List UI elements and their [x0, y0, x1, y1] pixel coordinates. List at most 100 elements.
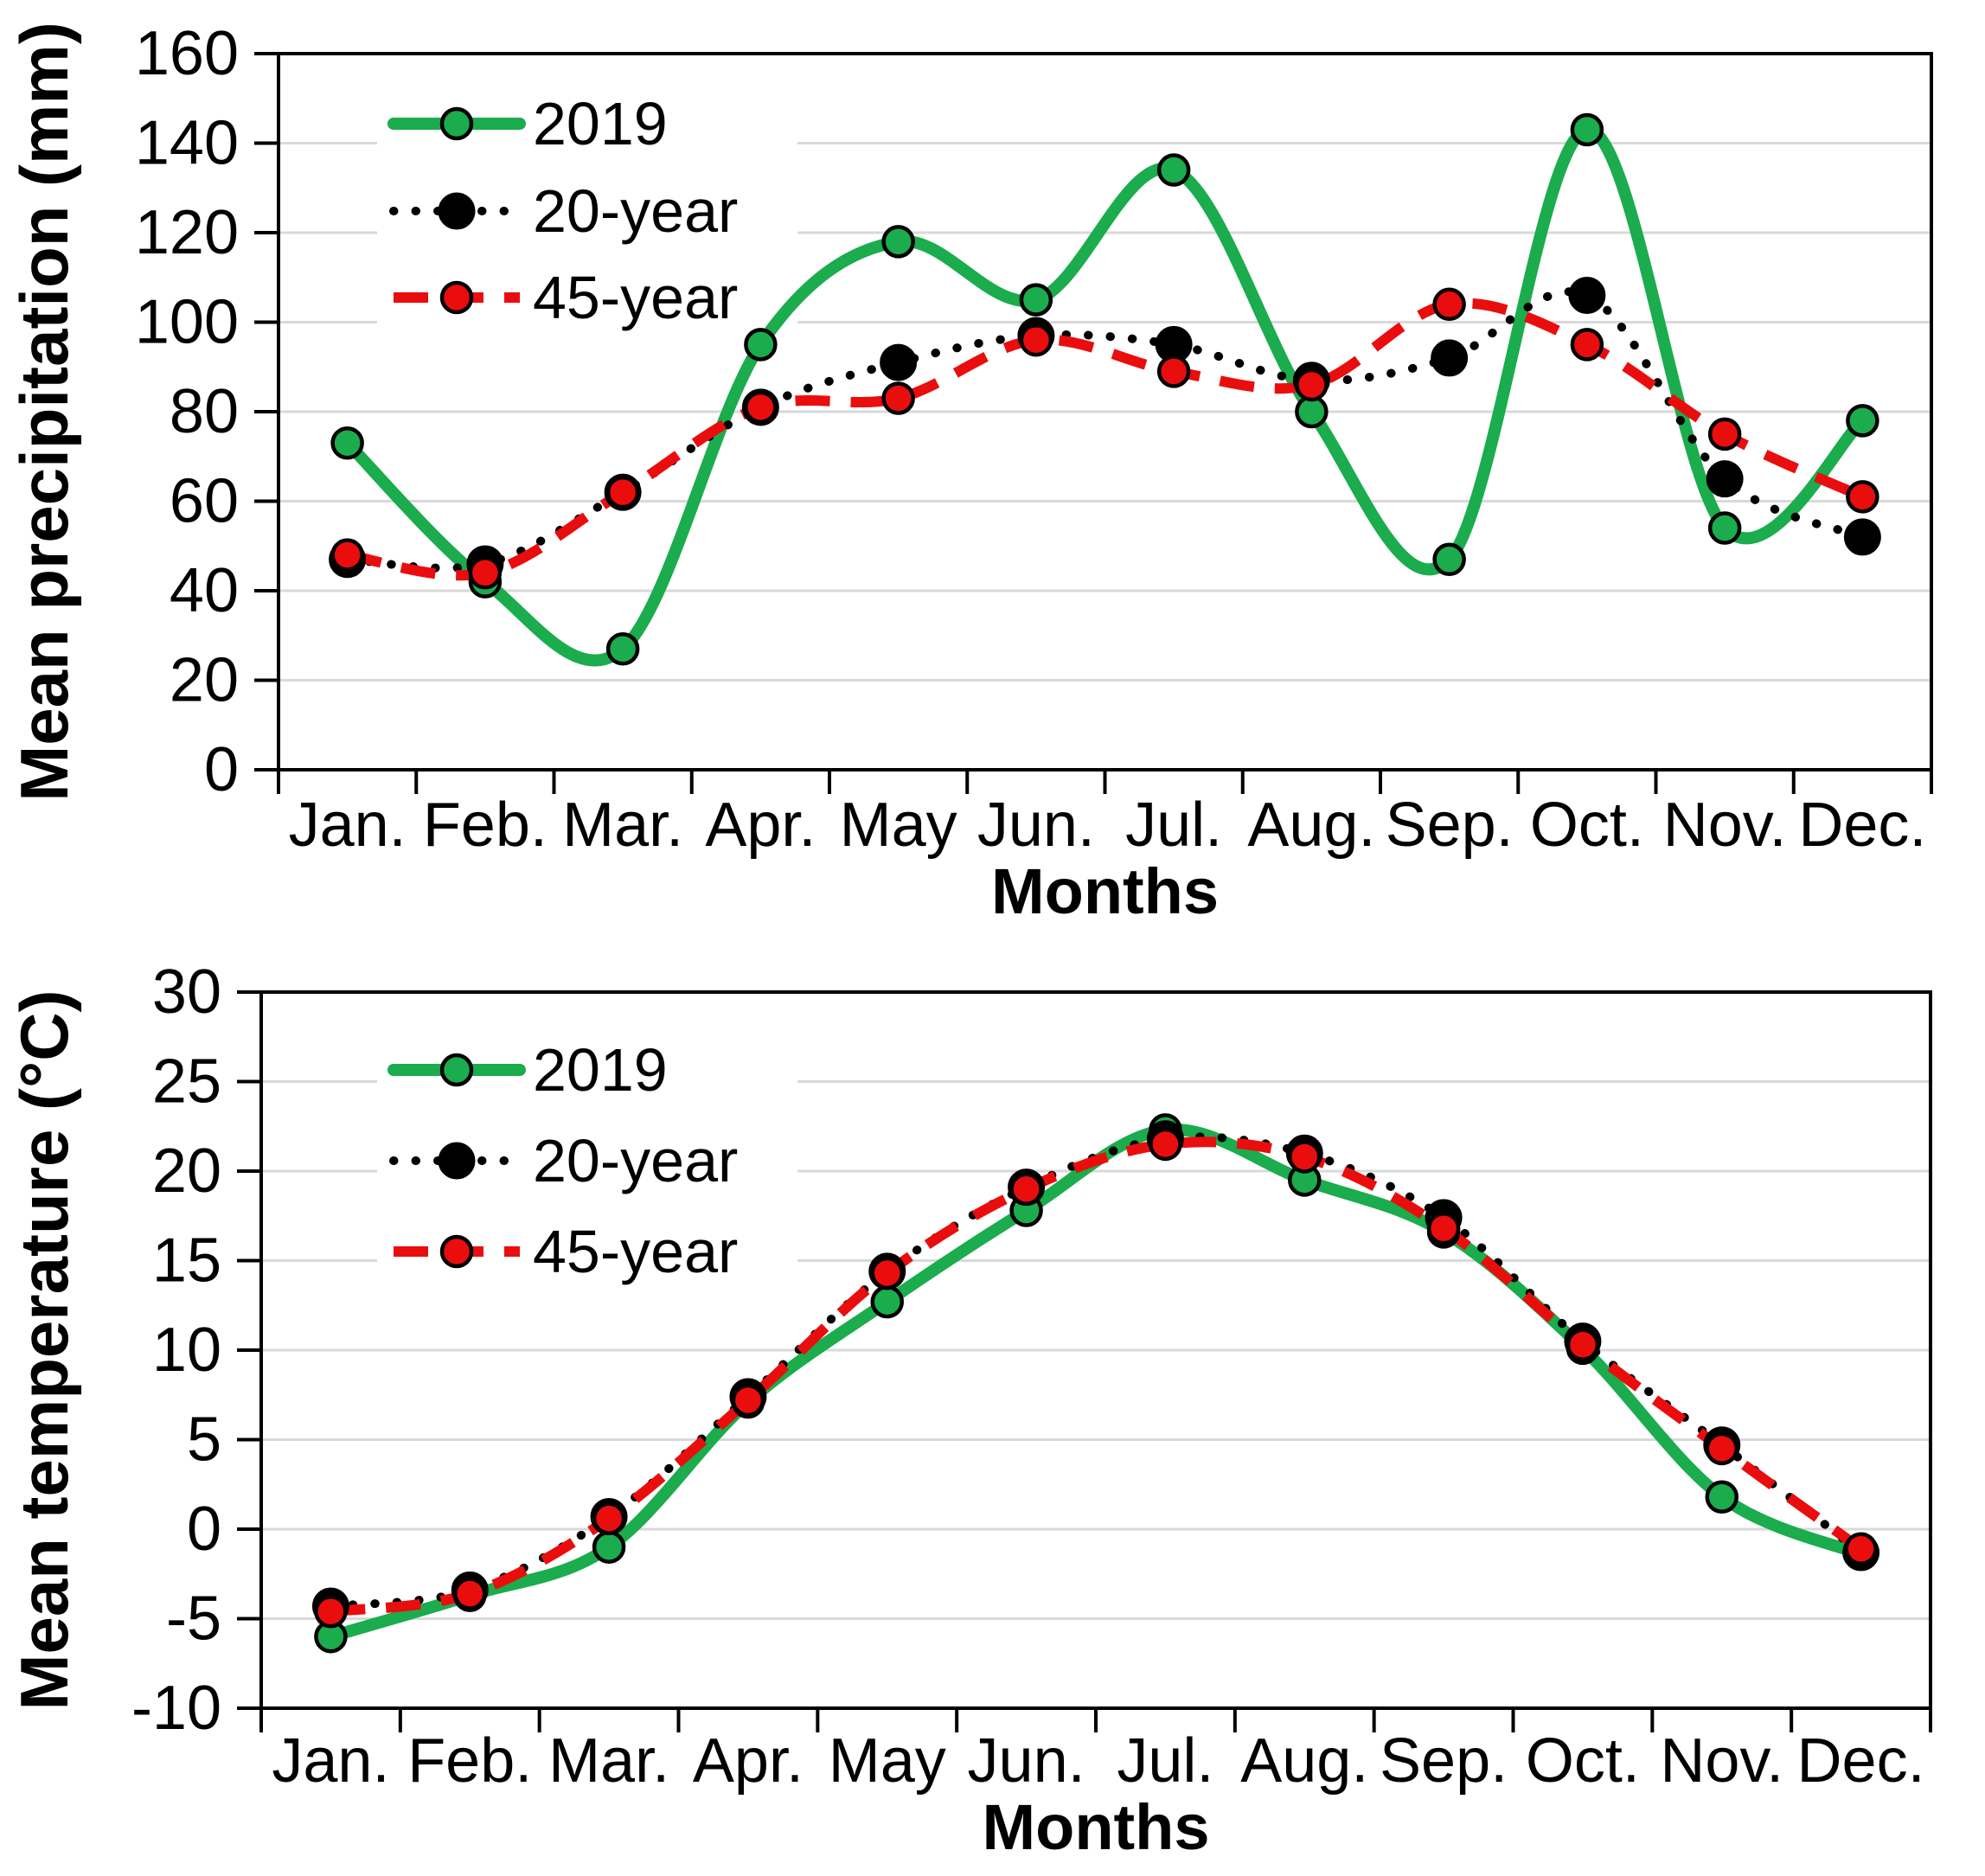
marker-45-year-Jan — [330, 538, 364, 572]
y-tick-label-15: 15 — [152, 1226, 221, 1296]
marker-45-year-Feb — [453, 1577, 487, 1610]
marker-20-year-Dec — [1843, 518, 1881, 556]
x-axis-labels: Jan. Feb. Mar. Apr. May Jun. Jul. Aug. Sep. Oct. N… — [272, 1726, 1924, 1796]
marker-2019-Apr — [744, 328, 778, 362]
marker-45-year-Mar — [592, 1501, 626, 1535]
marker-45-year-Dec — [1844, 1532, 1878, 1566]
marker-45-year-Aug — [1288, 1140, 1322, 1174]
marker-45-year-Oct — [1566, 1328, 1600, 1362]
marker-2019-Jul — [1156, 153, 1191, 187]
marker-20-year-Nov — [1706, 460, 1744, 498]
series-20-year-line — [326, 1132, 1866, 1610]
y-tick-label-5: 5 — [187, 1405, 221, 1475]
marker-45-year-Dec — [1846, 480, 1879, 514]
marker-2019-Jun — [1019, 283, 1053, 317]
y-tick-label-0: 0 — [204, 735, 239, 804]
month-label-Feb: Feb. — [423, 791, 547, 860]
marker-2019-Mar — [592, 1530, 626, 1564]
legend-marker-45-year — [439, 1234, 474, 1269]
marker-2019-Oct — [1570, 112, 1604, 147]
month-label-Mar: Mar. — [562, 791, 683, 860]
temperature-chart: -10 -5 0 5 10 15 20 25 30 Jan. Feb. Mar. Apr. May Jun.… — [6, 957, 1932, 1863]
marker-2019-May — [881, 225, 915, 259]
y-tick-label-100: 100 — [135, 288, 239, 357]
marker-45-year-Aug — [1295, 368, 1329, 402]
y-tick-label-0: 0 — [187, 1495, 221, 1564]
legend-item-2019: 2019 — [387, 90, 668, 157]
month-label-Jul: Jul. — [1117, 1726, 1213, 1796]
month-label-Apr: Apr. — [705, 791, 816, 860]
month-label-Jun: Jun. — [968, 1726, 1085, 1796]
marker-45-year-Nov — [1707, 417, 1742, 451]
month-label-Feb: Feb. — [407, 1726, 532, 1796]
legend-marker-20-year — [438, 192, 476, 230]
y-axis-labels: -10 -5 0 5 10 15 20 25 30 — [131, 957, 221, 1743]
series-2019-markers — [330, 112, 1879, 666]
temperature-yaxis-title: Mean temperature (°C) — [6, 989, 82, 1710]
month-label-Apr: Apr. — [693, 1726, 804, 1796]
marker-2019-Sep — [1432, 542, 1466, 577]
marker-45-year-Mar — [605, 475, 640, 509]
marker-45-year-Apr — [731, 1383, 765, 1418]
month-label-May: May — [829, 1726, 946, 1796]
marker-2019-Nov — [1705, 1480, 1738, 1514]
x-axis-labels: Jan. Feb. Mar. Apr. May Jun. Jul. Aug. Sep. Oct. N… — [289, 791, 1927, 860]
series-45-year-markers — [330, 287, 1879, 590]
y-tick-label-10: 10 — [152, 1316, 221, 1385]
month-label-Sep: Sep. — [1380, 1726, 1508, 1796]
y-tick-label-140: 140 — [135, 109, 239, 178]
marker-45-year-Nov — [1705, 1431, 1738, 1466]
legend: 2019 20-year 45-year — [387, 90, 738, 331]
legend-item-45-year: 45-year — [394, 1218, 738, 1285]
marker-45-year-May — [881, 381, 915, 415]
month-label-Nov: Nov. — [1663, 791, 1787, 860]
marker-45-year-Oct — [1570, 328, 1604, 362]
month-label-Dec: Dec. — [1798, 791, 1926, 860]
y-axis-labels: 0 20 40 60 80 100 120 140 160 — [135, 19, 239, 804]
legend-item-20-year: 20-year — [389, 177, 738, 245]
legend-item-20-year: 20-year — [389, 1127, 738, 1194]
marker-45-year-Feb — [468, 556, 503, 590]
marker-2019-Dec — [1846, 404, 1879, 438]
axis-ticks — [237, 990, 1932, 1732]
legend-label-2019: 2019 — [533, 90, 668, 157]
legend-label-45-year: 45-year — [533, 264, 738, 331]
marker-45-year-Sep — [1426, 1211, 1461, 1245]
month-label-Sep: Sep. — [1386, 791, 1514, 860]
legend-marker-2019 — [439, 1053, 474, 1087]
month-label-Nov: Nov. — [1660, 1726, 1783, 1796]
marker-45-year-Sep — [1432, 287, 1466, 322]
legend-label-2019: 2019 — [533, 1036, 668, 1104]
month-label-Jun: Jun. — [977, 791, 1095, 860]
precipitation-yaxis-title: Mean precipitation (mm) — [6, 22, 82, 801]
series-45-year-markers — [314, 1127, 1878, 1629]
month-label-Aug: Aug. — [1247, 791, 1375, 860]
marker-45-year-Jan — [314, 1594, 348, 1629]
marker-45-year-Jul — [1156, 355, 1191, 388]
legend-item-45-year: 45-year — [394, 264, 738, 331]
marker-2019-Mar — [605, 632, 640, 666]
marker-2019-May — [870, 1284, 904, 1319]
marker-45-year-May — [870, 1256, 904, 1290]
precipitation-chart: 0 20 40 60 80 100 120 140 160 Jan. Feb. Mar. Apr. May… — [6, 19, 1933, 927]
month-label-Jan: Jan. — [272, 1726, 389, 1796]
marker-45-year-Jul — [1149, 1127, 1182, 1162]
marker-2019-Nov — [1707, 511, 1742, 545]
legend-label-45-year: 45-year — [533, 1218, 738, 1285]
legend-marker-2019 — [439, 106, 474, 141]
y-tick-label-80: 80 — [170, 377, 239, 446]
legend: 2019 20-year 45-year — [387, 1036, 738, 1285]
y-tick-label-20: 20 — [170, 646, 239, 715]
legend-item-2019: 2019 — [387, 1036, 668, 1104]
marker-45-year-Jun — [1019, 323, 1053, 357]
y-tick-label--5: -5 — [166, 1585, 221, 1654]
y-tick-label-160: 160 — [135, 19, 239, 88]
y-tick-label-40: 40 — [170, 556, 239, 625]
y-tick-label-120: 120 — [135, 198, 239, 267]
y-tick-label--10: -10 — [131, 1674, 221, 1743]
axis-ticks — [254, 52, 1933, 794]
month-label-Oct: Oct. — [1526, 1726, 1640, 1796]
y-tick-label-30: 30 — [152, 957, 221, 1027]
